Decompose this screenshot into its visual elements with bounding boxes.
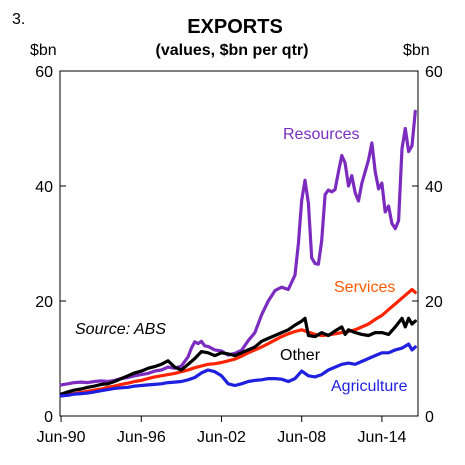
y-tick-label-right: 40 xyxy=(425,179,443,196)
x-tick-label: Jun-08 xyxy=(277,429,326,446)
x-tick-label: Jun-90 xyxy=(37,429,86,446)
series-label-agriculture: Agriculture xyxy=(331,378,408,395)
series-line-other xyxy=(59,316,417,396)
y-axis-unit-right: $bn xyxy=(403,42,430,59)
panel-number: 3. xyxy=(12,11,25,28)
chart-title: EXPORTS xyxy=(187,16,283,38)
series-line-agriculture xyxy=(59,342,417,398)
y-tick-label-left: 60 xyxy=(35,64,53,81)
x-tick-label: Jun-14 xyxy=(357,429,406,446)
y-tick-label-left: 40 xyxy=(35,179,53,196)
series-label-resources: Resources xyxy=(283,126,359,143)
y-axis-unit-left: $bn xyxy=(30,42,57,59)
plot-frame xyxy=(59,70,419,417)
y-tick-label-left: 0 xyxy=(44,409,53,426)
series-line-resources xyxy=(59,109,417,387)
y-tick-label-right: 20 xyxy=(425,294,443,311)
y-ticks-right: 0 20 40 60 xyxy=(412,64,443,426)
y-tick-label-right: 60 xyxy=(425,64,443,81)
chart-subtitle: (values, $bn per qtr) xyxy=(156,42,309,59)
y-tick-label-right: 0 xyxy=(425,409,434,426)
x-tick-label: Jun-02 xyxy=(197,429,246,446)
y-tick-label-left: 20 xyxy=(35,294,53,311)
series-lines xyxy=(59,109,417,398)
series-line-services xyxy=(59,287,417,398)
source-annotation: Source: ABS xyxy=(75,321,166,338)
series-label-services: Services xyxy=(334,279,395,296)
y-ticks-left: 0 20 40 60 xyxy=(35,64,66,426)
x-tick-label: Jun-96 xyxy=(117,429,166,446)
x-ticks: Jun-90 Jun-96 Jun-02 Jun-08 Jun-14 xyxy=(37,416,406,446)
series-label-other: Other xyxy=(280,347,321,364)
